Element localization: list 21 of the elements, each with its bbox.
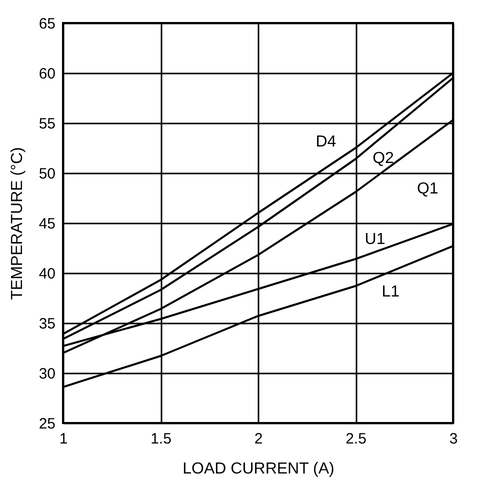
series-label: U1 [364, 231, 386, 248]
y-tick-label: 50 [38, 166, 56, 182]
y-tick-label: 45 [38, 216, 56, 232]
series-label: D4 [316, 134, 336, 151]
y-tick-label: 40 [38, 266, 56, 282]
x-tick-label: 1.5 [150, 430, 172, 448]
x-tick-label: 2.5 [346, 430, 366, 448]
y-tick-label: 35 [38, 316, 56, 332]
y-tick-label: 65 [38, 16, 56, 32]
x-axis-title: LOAD CURRENT (A) [182, 460, 334, 478]
x-tick-label: 3 [449, 430, 458, 448]
y-tick-label: 30 [38, 366, 56, 382]
y-tick-label: 55 [38, 116, 56, 132]
y-tick-label: 25 [38, 416, 56, 432]
series-label: Q1 [416, 180, 438, 198]
series-label: L1 [382, 284, 400, 301]
y-tick-label: 60 [38, 66, 56, 82]
series-label: Q2 [372, 150, 394, 167]
y-axis-title: TEMPERATURE (°C) [8, 147, 26, 300]
x-tick-label: 2 [254, 430, 263, 448]
x-tick-label: 1 [59, 430, 68, 448]
